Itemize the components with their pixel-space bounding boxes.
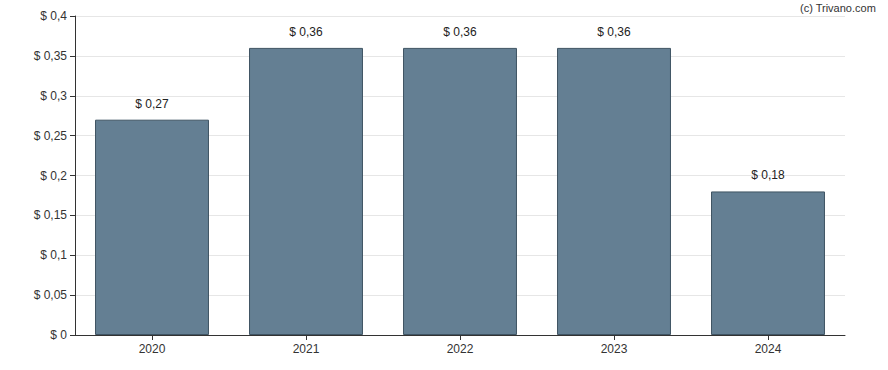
svg-text:(c) Trivano.com: (c) Trivano.com: [800, 2, 876, 14]
svg-text:$ 0,2: $ 0,2: [40, 169, 67, 183]
svg-text:2024: 2024: [755, 342, 782, 356]
svg-text:$ 0,25: $ 0,25: [34, 129, 68, 143]
svg-text:2020: 2020: [139, 342, 166, 356]
svg-text:2021: 2021: [293, 342, 320, 356]
svg-text:$ 0: $ 0: [50, 328, 67, 342]
svg-text:$ 0,1: $ 0,1: [40, 248, 67, 262]
svg-text:$ 0,3: $ 0,3: [40, 89, 67, 103]
svg-text:$ 0,36: $ 0,36: [289, 25, 323, 39]
svg-text:$ 0,4: $ 0,4: [40, 9, 67, 23]
svg-text:$ 0,05: $ 0,05: [34, 288, 68, 302]
svg-text:$ 0,36: $ 0,36: [443, 25, 477, 39]
svg-text:2023: 2023: [601, 342, 628, 356]
svg-text:$ 0,18: $ 0,18: [751, 168, 785, 182]
svg-text:$ 0,15: $ 0,15: [34, 208, 68, 222]
svg-text:2022: 2022: [447, 342, 474, 356]
svg-text:$ 0,35: $ 0,35: [34, 49, 68, 63]
svg-text:$ 0,36: $ 0,36: [597, 25, 631, 39]
svg-text:$ 0,27: $ 0,27: [135, 97, 169, 111]
